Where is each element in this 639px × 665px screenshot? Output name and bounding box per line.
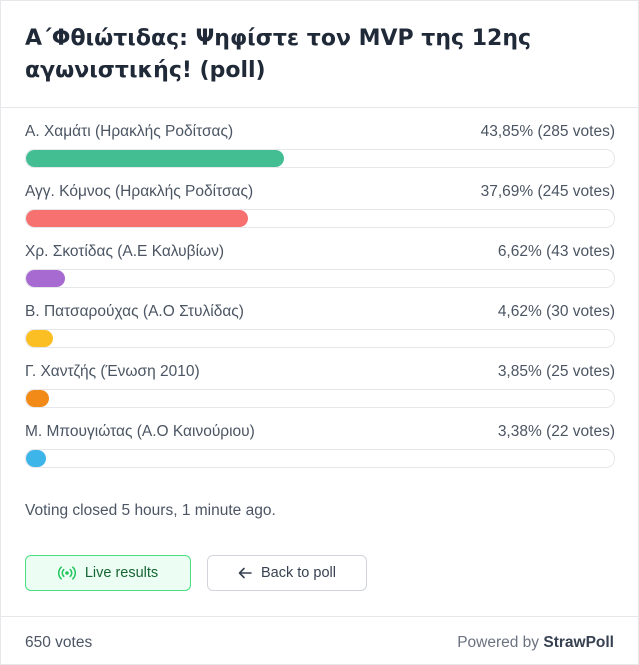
- option-label: Β. Πατσαρούχας (Α.Ο Στυλίδας): [25, 303, 244, 320]
- divider: [1, 107, 638, 108]
- poll-option: Αγγ. Κόμνος (Ηρακλής Ροδίτσας) 37,69% (24…: [25, 182, 615, 228]
- progress-fill: [26, 390, 49, 407]
- strawpoll-brand: StrawPoll: [543, 634, 614, 651]
- progress-track: [25, 269, 615, 288]
- progress-track: [25, 149, 615, 168]
- live-results-button[interactable]: Live results: [25, 555, 191, 591]
- poll-title: Α΄Φθιώτιδας: Ψηφίστε τον MVP της 12ης αγ…: [25, 26, 532, 83]
- poll-option: Α. Χαμάτι (Ηρακλής Ροδίτσας) 43,85% (285 …: [25, 122, 615, 168]
- option-label: Χρ. Σκοτίδας (Α.Ε Καλυβίων): [25, 243, 225, 260]
- progress-fill: [26, 270, 65, 287]
- option-label: Α. Χαμάτι (Ηρακλής Ροδίτσας): [25, 123, 234, 140]
- voting-status-text: Voting closed 5 hours, 1 minute ago.: [25, 502, 276, 519]
- option-stats: 4,62% (30 votes): [497, 303, 615, 320]
- progress-fill: [26, 210, 248, 227]
- option-label: Γ. Χαντζής (Ένωση 2010): [25, 363, 200, 380]
- powered-by-prefix: Powered by: [457, 634, 540, 651]
- arrow-left-icon: [238, 567, 252, 579]
- broadcast-icon: [57, 566, 76, 580]
- option-stats: 37,69% (245 votes): [480, 183, 615, 200]
- option-stats: 3,85% (25 votes): [497, 363, 615, 380]
- progress-track: [25, 209, 615, 228]
- poll-option: Β. Πατσαρούχας (Α.Ο Στυλίδας) 4,62% (30 v…: [25, 302, 615, 348]
- progress-track: [25, 329, 615, 348]
- footer-divider: [1, 616, 638, 617]
- option-label: Αγγ. Κόμνος (Ηρακλής Ροδίτσας): [25, 183, 254, 200]
- progress-fill: [26, 330, 53, 347]
- option-stats: 3,38% (22 votes): [497, 423, 615, 440]
- progress-track: [25, 389, 615, 408]
- powered-by[interactable]: Powered by StrawPoll: [457, 633, 614, 653]
- option-stats: 6,62% (43 votes): [497, 243, 615, 260]
- back-to-poll-label: Back to poll: [261, 565, 336, 581]
- total-votes: 650 votes: [25, 634, 93, 651]
- poll-option: Χρ. Σκοτίδας (Α.Ε Καλυβίων) 6,62% (43 vot…: [25, 242, 615, 288]
- poll-option: Γ. Χαντζής (Ένωση 2010) 3,85% (25 votes): [25, 362, 615, 408]
- progress-fill: [26, 150, 284, 167]
- option-label: Μ. Μπουγιώτας (Α.Ο Καινούριου): [25, 423, 255, 440]
- back-to-poll-button[interactable]: Back to poll: [207, 555, 367, 591]
- live-results-label: Live results: [84, 565, 159, 581]
- progress-fill: [26, 450, 46, 467]
- poll-option: Μ. Μπουγιώτας (Α.Ο Καινούριου) 3,38% (22 …: [25, 422, 615, 468]
- progress-track: [25, 449, 615, 468]
- option-stats: 43,85% (285 votes): [480, 123, 615, 140]
